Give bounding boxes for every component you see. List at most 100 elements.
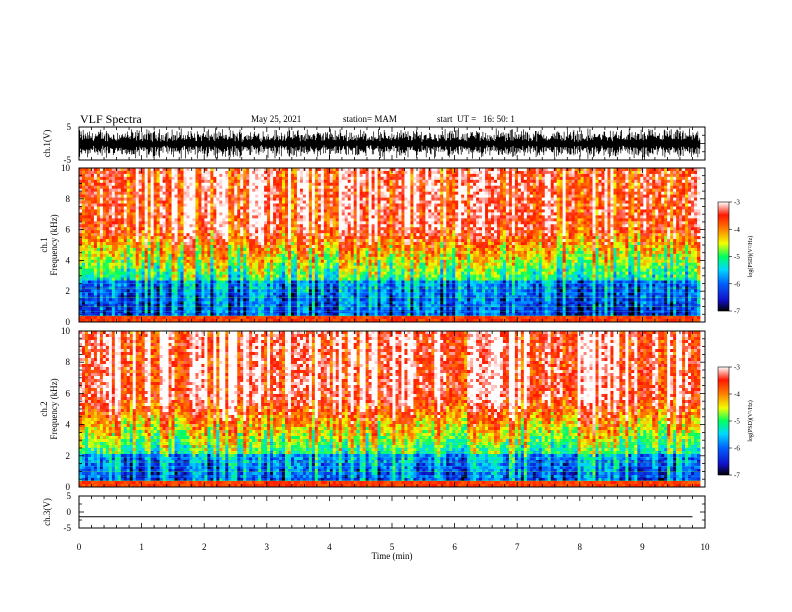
spectrogram-cell — [305, 224, 310, 228]
spectrogram-cell — [258, 179, 262, 184]
spectrogram-cell — [634, 209, 638, 213]
spectrogram-cell — [350, 191, 355, 196]
spectrogram-cell — [264, 170, 268, 175]
spectrogram-cell — [87, 168, 92, 172]
spectrogram-cell — [395, 230, 399, 234]
spectrogram-cell — [96, 218, 101, 222]
spectrogram-cell — [413, 224, 417, 228]
spectrogram-cell — [473, 224, 477, 228]
spectrogram-cell — [240, 176, 244, 181]
spectrogram-cell — [520, 218, 525, 222]
spectrogram-cell — [434, 188, 438, 193]
spectrogram-cell — [383, 200, 387, 204]
spectrogram-cell — [216, 191, 220, 196]
spectrogram-cell — [502, 209, 507, 213]
spectrogram-cell — [150, 227, 155, 231]
spectrogram-cell — [168, 212, 172, 216]
spectrogram-cell — [171, 194, 175, 199]
spectrogram-cell — [174, 209, 178, 213]
spectrogram-cell — [479, 212, 483, 216]
spectrogram-cell — [380, 170, 384, 175]
spectrogram-cell — [616, 218, 620, 222]
spectrogram-cell — [234, 203, 238, 207]
spectrogram-cell — [243, 236, 247, 240]
spectrogram-cell — [532, 170, 537, 175]
spectrogram-cell — [658, 209, 662, 213]
spectrogram-cell — [694, 212, 698, 216]
spectrogram-cell — [210, 212, 214, 216]
spectrogram-cell — [204, 209, 208, 213]
spectrogram-cell — [389, 236, 393, 240]
spectrogram-cell — [508, 200, 513, 204]
spectrogram-cell — [213, 221, 217, 225]
spectrogram-cell — [261, 221, 265, 225]
spectrogram-cell — [380, 206, 384, 210]
spectrogram-cell — [568, 182, 573, 187]
spectrogram-cell — [541, 230, 546, 234]
spectrogram-cell — [458, 191, 462, 196]
spectrogram-cell — [697, 170, 701, 175]
spectrogram-cell — [523, 168, 528, 172]
spectrogram-cell — [261, 182, 265, 187]
spectrogram-cell — [216, 188, 220, 193]
spectrogram-cell — [416, 230, 420, 234]
spectrogram-cell — [320, 173, 325, 178]
spectrogram-cell — [410, 176, 414, 181]
spectrogram-cell — [526, 227, 531, 231]
spectrogram-cell — [532, 188, 537, 193]
spectrogram-cell — [467, 200, 471, 204]
spectrogram-cell — [556, 185, 561, 190]
spectrogram-cell — [383, 212, 387, 216]
spectrogram-cell — [335, 209, 340, 213]
spectrogram-cell — [589, 194, 593, 199]
spectrogram-cell — [180, 179, 184, 184]
spectrogram-cell — [598, 221, 602, 225]
spectrogram-cell — [491, 236, 495, 240]
spectrogram-cell — [359, 230, 364, 234]
spectrogram-cell — [231, 224, 235, 228]
spectrogram-cell — [559, 168, 564, 172]
spectrogram-cell — [601, 173, 605, 178]
spectrogram-cell — [210, 206, 214, 210]
spectrogram-cell — [132, 209, 137, 213]
spectrogram-cell — [204, 191, 208, 196]
spectrogram-cell — [192, 188, 196, 193]
spectrogram-cell — [643, 173, 647, 178]
spectrogram-cell — [147, 185, 152, 190]
spectrogram-cell — [326, 200, 331, 204]
spectrogram-cell — [559, 176, 564, 181]
spectrogram-cell — [120, 170, 125, 175]
spectrogram-cell — [550, 197, 555, 201]
spectrogram-cell — [365, 221, 370, 225]
spectrogram-cell — [562, 168, 567, 172]
spectrogram-cell — [290, 236, 295, 240]
spectrogram-cell — [147, 203, 152, 207]
spectrogram-cell — [240, 170, 244, 175]
spectrogram-cell — [156, 218, 161, 222]
spectrogram-cell — [553, 224, 558, 228]
spectrogram-cell — [359, 224, 364, 228]
spectrogram-cell — [529, 170, 534, 175]
spectrogram-cell — [231, 209, 235, 213]
spectrogram-cell — [287, 236, 292, 240]
spectrogram-cell — [344, 197, 349, 201]
spectrogram-cell — [470, 236, 474, 240]
spectrogram-cell — [317, 179, 322, 184]
spectrogram-cell — [595, 227, 599, 231]
spectrogram-cell — [473, 230, 477, 234]
spectrogram-cell — [496, 176, 501, 181]
spectrogram-cell — [571, 206, 576, 210]
spectrogram-cell — [401, 173, 405, 178]
spectrogram-cell — [508, 227, 513, 231]
spectrogram-cell — [422, 206, 426, 210]
spectrogram-cell — [538, 176, 543, 181]
spectrogram-cell — [670, 221, 674, 225]
spectrogram-cell — [222, 188, 226, 193]
spectrogram-cell — [282, 215, 286, 219]
spectrogram-cell — [622, 206, 626, 210]
spectrogram-cell — [183, 212, 187, 216]
spectrogram-cell — [371, 230, 375, 234]
spectrogram-cell — [237, 194, 241, 199]
spectrogram-cell — [255, 173, 259, 178]
spectrogram-cell — [440, 206, 444, 210]
